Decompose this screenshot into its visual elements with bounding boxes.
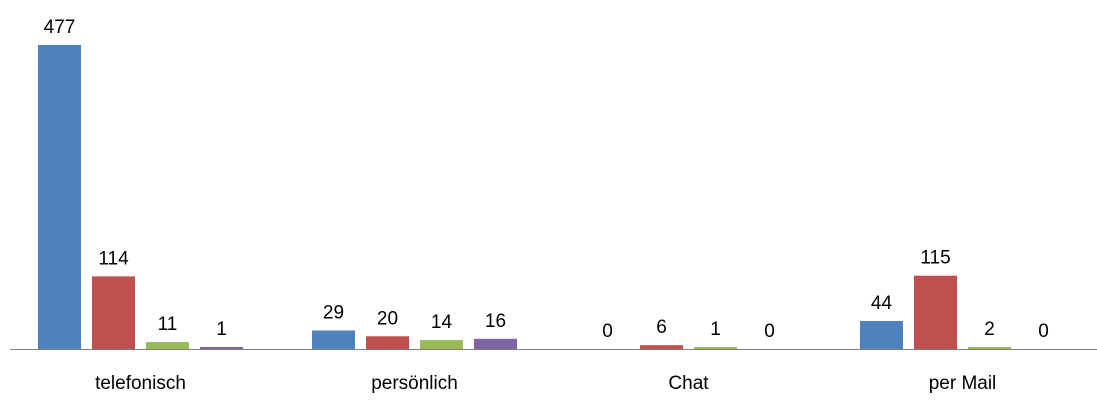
data-label: 20 [377,308,398,329]
bar-telefonisch-s2 [92,276,135,349]
data-label: 114 [98,248,129,269]
bar-telefonisch-s1 [38,45,81,349]
bar-per-mail-s2 [914,275,957,349]
data-label: 477 [44,17,76,38]
bar-chat-s2 [640,345,683,349]
data-label: 0 [1038,321,1049,342]
category-labels-group: telefonisch persönlich Chat per Mail [95,373,996,394]
bar-persönlich-s3 [420,340,463,349]
data-label: 2 [984,319,995,340]
category-label: persönlich [371,373,458,394]
bar-persönlich-s4 [474,338,517,349]
data-label: 0 [602,321,613,342]
bars-group [38,45,1011,349]
data-label: 44 [871,293,893,314]
bar-chat-s3 [694,347,737,349]
category-label: per Mail [929,373,997,394]
data-label: 11 [158,314,178,335]
bar-telefonisch-s4 [200,347,243,349]
data-label: 6 [656,317,667,338]
category-label: Chat [668,373,709,394]
bar-per-mail-s1 [860,320,903,349]
data-label: 115 [920,248,950,269]
data-label: 1 [710,319,721,340]
bar-per-mail-s3 [968,347,1011,349]
data-label: 16 [485,311,506,332]
category-label: telefonisch [95,373,186,394]
data-label: 0 [764,321,775,342]
data-label: 1 [216,319,227,340]
data-label: 14 [431,312,453,333]
data-label: 29 [323,303,344,324]
bar-persönlich-s1 [312,330,355,349]
bar-persönlich-s2 [366,336,409,349]
bar-telefonisch-s3 [146,341,189,349]
